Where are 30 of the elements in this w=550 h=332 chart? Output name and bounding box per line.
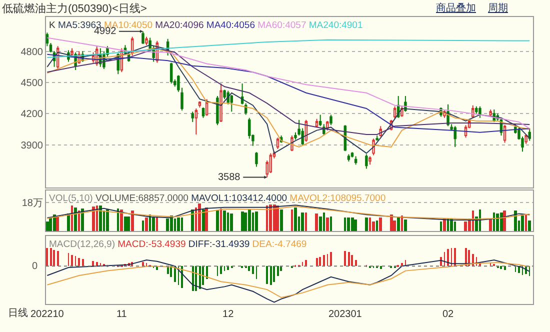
series-label: MAVOL2:108095.7000 <box>290 193 386 204</box>
y-tick-label: 18万 <box>22 198 43 210</box>
series-label: MA20:4096 <box>155 20 204 31</box>
series-label: MACD:-53.4939 <box>118 239 186 250</box>
y-tick-label: 4200 <box>20 109 44 120</box>
y-tick-label: 4800 <box>20 46 44 58</box>
series-label: MAVOL1:103412.4000 <box>191 193 288 204</box>
text: DIFF:-31.4939 <box>188 239 250 250</box>
y-tick-label: 3900 <box>20 140 44 152</box>
text: 周期 <box>488 2 508 14</box>
annotation: 3588 <box>218 172 241 183</box>
x-tick-label: 11 <box>116 309 128 320</box>
annotation: 4992 <box>94 26 117 37</box>
x-axis-title: 日线 <box>8 307 28 319</box>
x-tick-label: 202210 <box>30 309 64 320</box>
y-tick-label: 4500 <box>20 78 44 89</box>
series-label: VOLUME:68857.0000 <box>95 193 188 204</box>
ref-line-label: 0 <box>32 261 38 272</box>
x-tick-label: 02 <box>442 309 454 320</box>
chart-title: MACD(12,26,9) <box>49 239 115 250</box>
legend-title: K <box>49 20 56 31</box>
text: MA60:4057 <box>258 20 306 31</box>
series-label: MA240:4901 <box>308 20 363 31</box>
text: MA40:4056 <box>206 20 255 31</box>
x-tick-label: 202301 <box>328 309 362 320</box>
text: 商品叠加 <box>436 2 476 14</box>
text: DEA:-4.7469 <box>252 239 307 250</box>
chart-title: 低硫燃油主力(050390)<日线> <box>2 2 147 15</box>
text: VOL(5,10) <box>49 193 93 204</box>
x-tick-label: 12 <box>222 309 234 320</box>
